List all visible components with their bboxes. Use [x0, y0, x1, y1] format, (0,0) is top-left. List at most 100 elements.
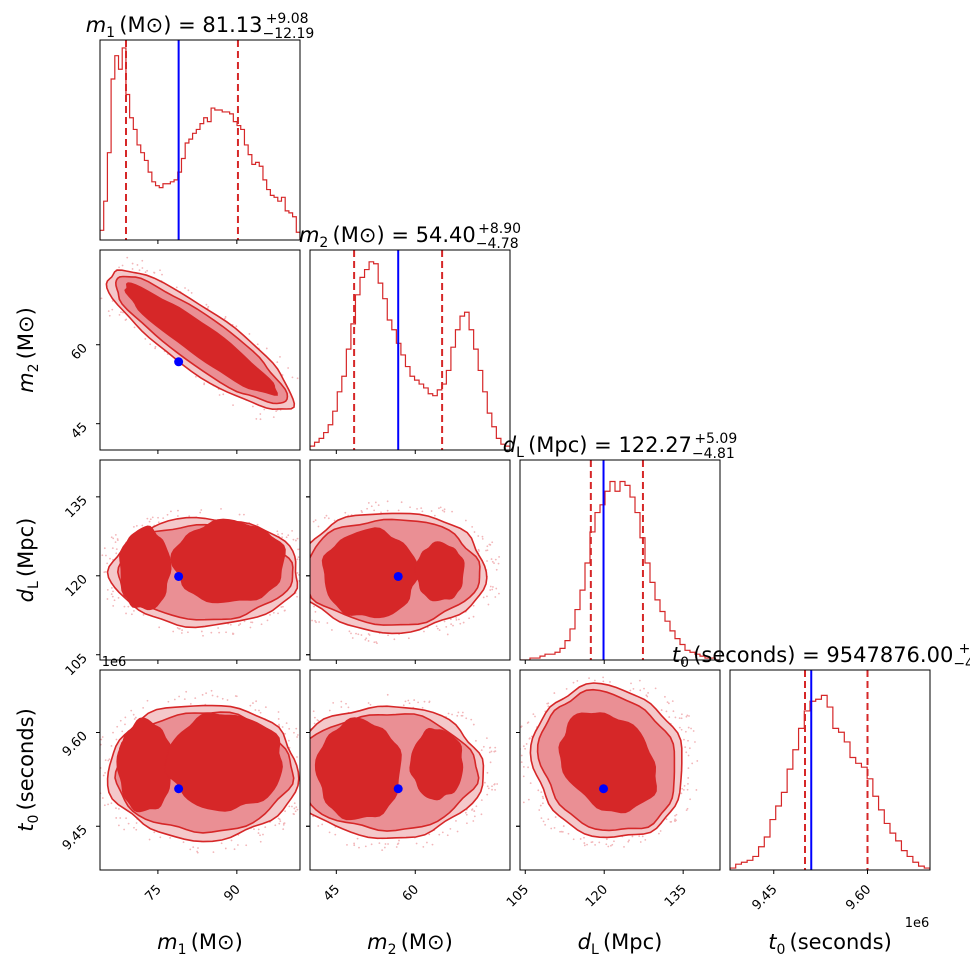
hist-line-m1 [100, 47, 300, 240]
sample-point [176, 627, 179, 629]
sample-point [282, 824, 285, 826]
sample-point [112, 590, 114, 593]
sample-point [423, 700, 426, 703]
sample-point [674, 716, 677, 719]
panel-title-dL: dL (Mpc) = 122.27−4.81+5.09 [503, 431, 737, 462]
sample-point [146, 269, 149, 272]
sample-point [345, 702, 347, 705]
x-tick-text: 9.60 [843, 882, 874, 913]
sample-point [423, 630, 425, 633]
sample-point [108, 758, 111, 761]
sample-point [93, 748, 95, 750]
sample-point [683, 784, 686, 787]
sample-point [135, 828, 138, 831]
title-minus: −4.78 [476, 236, 519, 252]
sample-point [296, 736, 298, 738]
y-axis-label-m2: m2 (M⊙) [14, 307, 42, 393]
title-value: 54.40 [416, 223, 476, 247]
x-axis-label-m2: m2 (M⊙) [367, 930, 453, 958]
sample-point [674, 814, 676, 817]
sample-point [305, 812, 307, 814]
sample-point [175, 286, 178, 289]
y-tick-label: 135 [63, 493, 91, 521]
sample-point [387, 843, 389, 845]
sample-point [216, 695, 219, 698]
sample-point [461, 711, 464, 714]
sample-point [666, 701, 669, 704]
sample-point [125, 817, 128, 820]
sample-point [288, 805, 291, 808]
sample-point [328, 831, 331, 834]
sample-point [674, 818, 676, 821]
hist-panel-m2 [310, 250, 510, 450]
sample-point [353, 844, 356, 847]
title-symbol: d [503, 433, 517, 457]
sample-point [537, 789, 540, 792]
sample-point [645, 694, 648, 697]
sample-point [182, 841, 185, 844]
sample-point [370, 505, 373, 508]
sample-point [495, 587, 498, 590]
title-symbol: m [299, 223, 319, 247]
panel-title-m1: m1 (M⊙) = 81.13−12.19+9.08 [86, 11, 315, 42]
sample-point [124, 716, 127, 719]
sample-point [407, 637, 410, 640]
sample-point [157, 516, 159, 519]
sample-point [169, 836, 171, 839]
sample-point [122, 311, 124, 314]
sample-point [314, 619, 316, 622]
sample-point [114, 533, 117, 536]
title-value: 122.27 [618, 433, 691, 457]
x-tick-label: 75 [142, 882, 164, 904]
panel-frame [99, 459, 301, 661]
sample-point [111, 595, 114, 598]
sample-point [130, 613, 133, 616]
contour-inner [409, 727, 464, 801]
sample-point [210, 631, 213, 634]
sample-point [104, 771, 106, 774]
sample-point [304, 818, 306, 820]
y-tick-label: 9.60 [60, 729, 91, 760]
axis-unit: (seconds) [785, 930, 891, 954]
sample-point [513, 751, 515, 753]
sample-point [237, 624, 240, 627]
sample-point [357, 633, 360, 636]
sample-point [473, 815, 476, 818]
sample-point [300, 602, 302, 604]
panel-m1-dL [98, 508, 300, 637]
sample-point [199, 511, 202, 514]
sample-point [281, 532, 284, 535]
sample-point [404, 700, 407, 703]
sample-point [307, 810, 309, 812]
sample-point [680, 728, 683, 731]
sample-point [203, 382, 206, 385]
sample-point [631, 835, 634, 838]
sample-point [258, 709, 260, 712]
sample-point [681, 787, 684, 790]
sample-point [513, 748, 515, 750]
sample-point [185, 690, 188, 693]
truth-point [393, 571, 403, 581]
sample-point [98, 560, 100, 562]
sample-point [685, 751, 688, 754]
sample-point [115, 552, 118, 555]
sample-point [312, 710, 315, 713]
sample-point [420, 507, 423, 510]
sample-point [326, 622, 329, 624]
title-plus: +8.90 [478, 221, 521, 237]
sample-point [201, 693, 204, 696]
sample-point [408, 702, 411, 705]
sample-point [306, 764, 308, 766]
sample-point [360, 509, 363, 512]
sample-point [95, 798, 97, 800]
sample-point [458, 618, 460, 621]
sample-point [538, 809, 541, 811]
sample-point [287, 739, 290, 742]
y-tick-text: 105 [63, 651, 91, 679]
sample-point [142, 613, 145, 616]
sample-point [109, 557, 111, 560]
sample-point [307, 805, 309, 807]
sample-point [222, 393, 225, 396]
sample-point [673, 819, 676, 822]
